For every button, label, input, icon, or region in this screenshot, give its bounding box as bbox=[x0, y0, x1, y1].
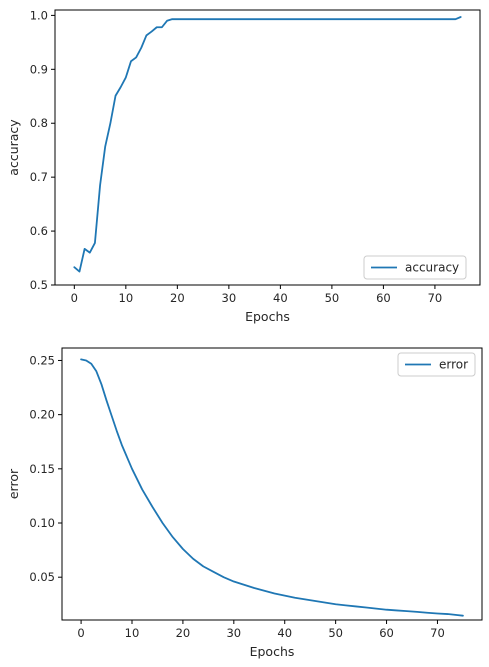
x-tick-label: 70 bbox=[430, 626, 445, 640]
x-tick-label: 30 bbox=[226, 626, 241, 640]
plot-frame bbox=[54, 9, 481, 286]
plot-frame bbox=[61, 347, 483, 621]
y-tick-label: 0.05 bbox=[29, 570, 55, 584]
x-tick-label: 50 bbox=[325, 291, 340, 305]
x-tick-label: 20 bbox=[176, 626, 191, 640]
y-axis-label: error bbox=[6, 468, 21, 499]
x-tick-label: 0 bbox=[71, 291, 78, 305]
y-tick-label: 0.10 bbox=[29, 516, 55, 530]
y-tick-label: 0.6 bbox=[30, 224, 48, 238]
x-tick-label: 60 bbox=[376, 291, 391, 305]
x-tick-label: 40 bbox=[277, 626, 292, 640]
x-tick-label: 30 bbox=[222, 291, 237, 305]
y-tick-label: 0.25 bbox=[29, 353, 55, 367]
legend-box bbox=[397, 352, 476, 377]
x-axis-label: Epochs bbox=[250, 644, 295, 659]
x-tick-label: 10 bbox=[125, 626, 140, 640]
x-tick-label: 50 bbox=[328, 626, 343, 640]
legend-label: accuracy bbox=[405, 261, 459, 275]
y-tick-label: 0.5 bbox=[30, 278, 48, 292]
legend-box bbox=[363, 255, 467, 280]
x-tick-label: 0 bbox=[77, 626, 84, 640]
legend: error bbox=[397, 352, 476, 377]
error-chart: 0 10 20 30 40 50 60 70 0.05 0.10 0.15 0.20 0.25 Epoch… bbox=[6, 347, 483, 659]
x-axis-label: Epochs bbox=[245, 309, 290, 324]
x-tick-label: 60 bbox=[379, 626, 394, 640]
x-tick-label: 70 bbox=[428, 291, 443, 305]
y-axis-label: accuracy bbox=[6, 119, 21, 176]
x-tick-label: 20 bbox=[170, 291, 185, 305]
series-line-error bbox=[80, 358, 464, 617]
legend: accuracy bbox=[363, 255, 467, 280]
y-tick-label: 0.8 bbox=[30, 116, 48, 130]
legend-label: error bbox=[439, 358, 468, 372]
series-line-accuracy bbox=[73, 16, 462, 273]
accuracy-chart: 0 10 20 30 40 50 60 70 0.5 0.6 0.7 0.8 0.9 1.0 Epochs a… bbox=[6, 8, 481, 324]
y-tick-label: 0.15 bbox=[29, 462, 55, 476]
y-tick-label: 1.0 bbox=[30, 8, 48, 22]
x-tick-label: 10 bbox=[119, 291, 134, 305]
x-tick-label: 40 bbox=[273, 291, 288, 305]
y-tick-label: 0.20 bbox=[29, 408, 55, 422]
y-tick-label: 0.7 bbox=[30, 170, 48, 184]
y-tick-label: 0.9 bbox=[30, 62, 48, 76]
